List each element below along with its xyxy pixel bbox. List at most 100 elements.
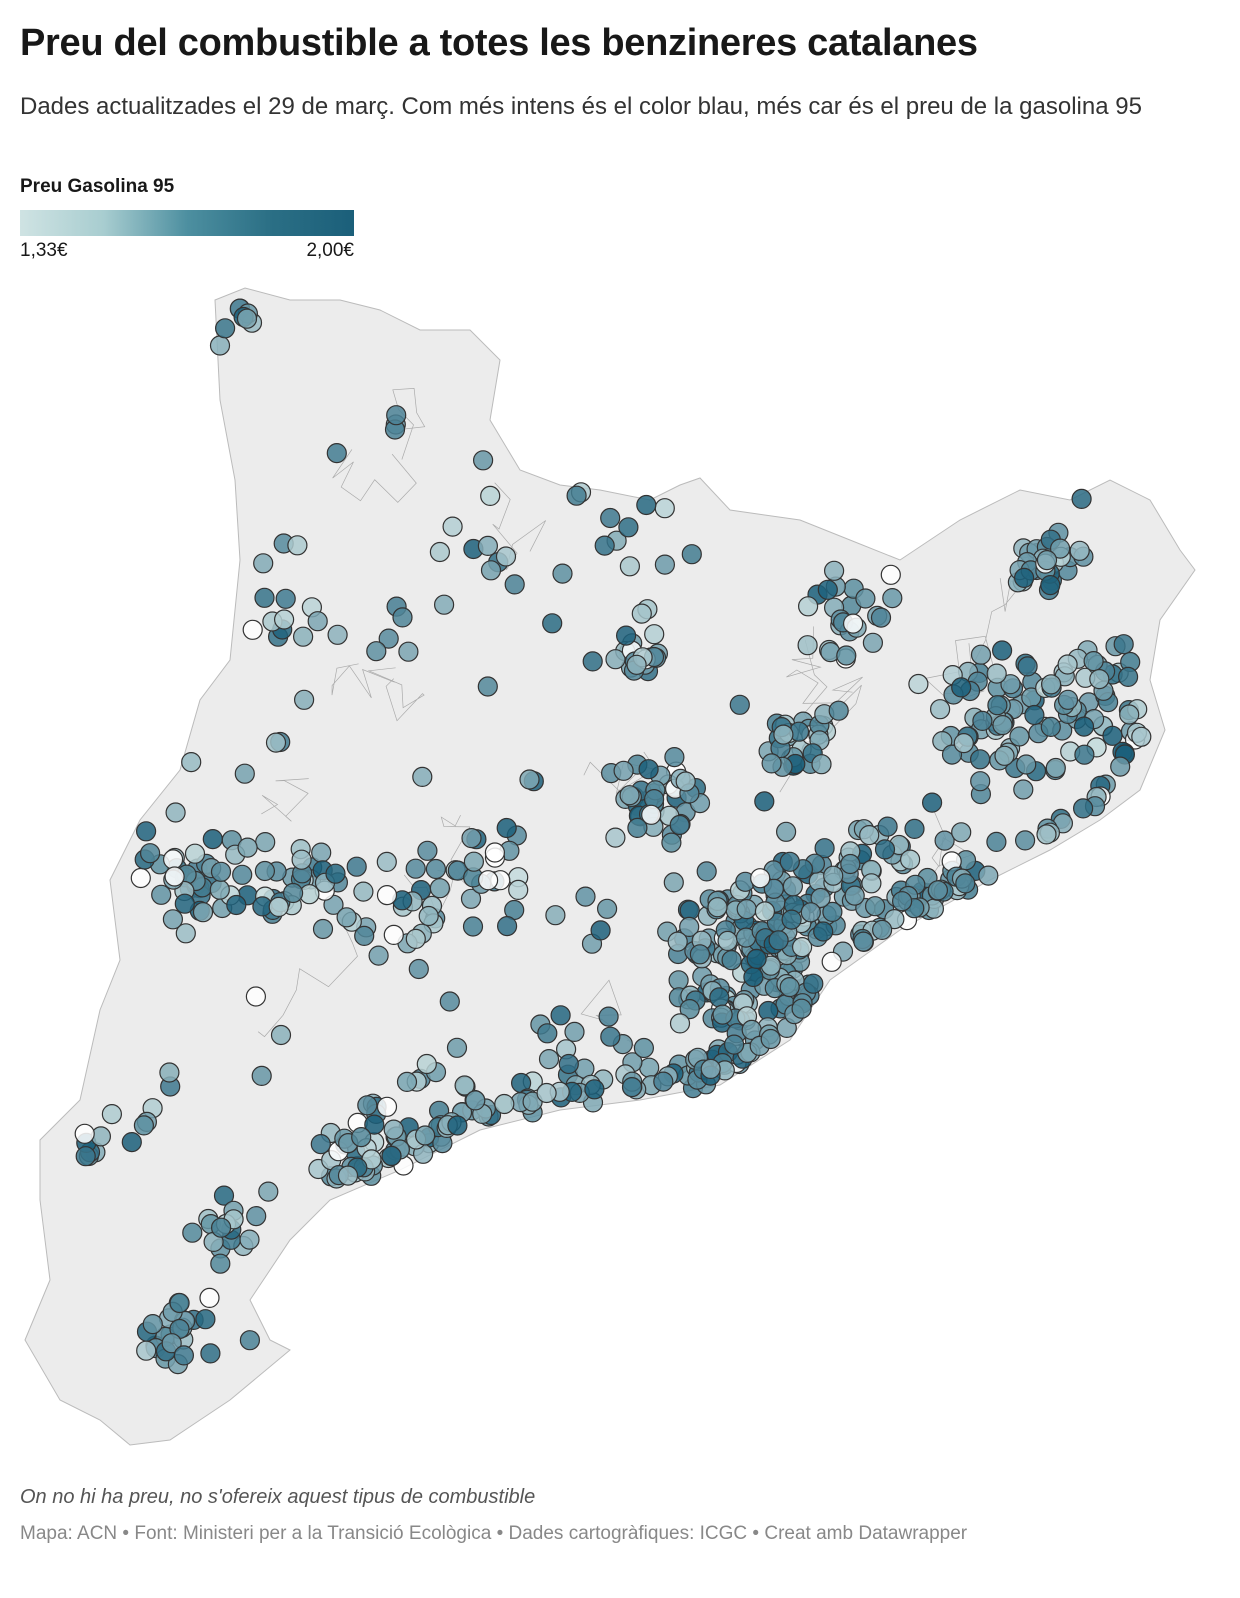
station-marker[interactable] xyxy=(955,873,976,894)
station-marker[interactable] xyxy=(760,1028,781,1050)
station-marker[interactable] xyxy=(626,654,647,675)
station-marker[interactable] xyxy=(822,901,843,923)
station-marker[interactable] xyxy=(987,695,1008,716)
station-marker[interactable] xyxy=(415,1125,436,1146)
station-marker[interactable] xyxy=(417,840,438,861)
station-marker[interactable] xyxy=(477,535,498,557)
station-marker[interactable] xyxy=(696,861,717,882)
station-marker[interactable] xyxy=(582,651,603,672)
station-marker[interactable] xyxy=(768,930,789,951)
station-marker[interactable] xyxy=(274,609,295,630)
station-marker[interactable] xyxy=(136,821,157,842)
station-marker[interactable] xyxy=(679,998,700,1020)
station-marker[interactable] xyxy=(855,588,876,609)
station-marker[interactable] xyxy=(163,849,184,870)
station-marker[interactable] xyxy=(346,856,367,877)
station-marker[interactable] xyxy=(782,876,804,897)
station-marker[interactable] xyxy=(364,1114,385,1135)
station-marker[interactable] xyxy=(368,945,389,966)
station-marker[interactable] xyxy=(376,851,397,873)
station-marker[interactable] xyxy=(639,1057,660,1078)
station-marker[interactable] xyxy=(763,878,784,899)
station-marker[interactable] xyxy=(972,710,993,732)
station-marker[interactable] xyxy=(927,880,949,901)
station-marker[interactable] xyxy=(239,1229,260,1250)
station-marker[interactable] xyxy=(254,587,275,608)
station-marker[interactable] xyxy=(1013,567,1035,589)
station-marker[interactable] xyxy=(844,885,865,906)
station-marker[interactable] xyxy=(840,853,861,875)
station-marker[interactable] xyxy=(1113,634,1134,655)
station-marker[interactable] xyxy=(717,930,738,952)
station-marker[interactable] xyxy=(210,1253,231,1274)
station-marker[interactable] xyxy=(439,991,460,1012)
station-marker[interactable] xyxy=(121,1131,142,1153)
station-marker[interactable] xyxy=(442,516,463,537)
station-marker[interactable] xyxy=(480,485,501,506)
station-marker[interactable] xyxy=(590,920,611,941)
station-marker[interactable] xyxy=(669,814,690,836)
station-marker[interactable] xyxy=(383,924,404,946)
station-marker[interactable] xyxy=(1040,716,1061,738)
station-marker[interactable] xyxy=(310,1133,331,1155)
station-marker[interactable] xyxy=(378,628,399,649)
station-marker[interactable] xyxy=(1057,689,1079,710)
station-marker[interactable] xyxy=(970,644,992,665)
station-marker[interactable] xyxy=(791,936,813,958)
station-marker[interactable] xyxy=(311,842,332,863)
station-marker[interactable] xyxy=(874,839,896,860)
station-marker[interactable] xyxy=(689,944,711,965)
station-marker[interactable] xyxy=(254,860,275,882)
station-marker[interactable] xyxy=(74,1123,95,1144)
station-marker[interactable] xyxy=(294,689,315,710)
station-marker[interactable] xyxy=(600,1026,621,1047)
station-marker[interactable] xyxy=(638,759,659,780)
station-marker[interactable] xyxy=(882,587,903,609)
station-marker[interactable] xyxy=(236,308,258,329)
station-marker[interactable] xyxy=(929,699,951,720)
station-marker[interactable] xyxy=(478,870,499,891)
station-marker[interactable] xyxy=(75,1146,96,1167)
station-marker[interactable] xyxy=(494,1093,515,1115)
station-marker[interactable] xyxy=(376,884,398,906)
station-marker[interactable] xyxy=(880,564,901,585)
station-marker[interactable] xyxy=(327,624,348,645)
station-marker[interactable] xyxy=(136,1340,157,1361)
station-marker[interactable] xyxy=(537,1023,558,1044)
station-marker[interactable] xyxy=(497,915,518,937)
station-marker[interactable] xyxy=(813,921,834,942)
station-marker[interactable] xyxy=(621,1076,643,1098)
station-marker[interactable] xyxy=(418,905,439,927)
station-marker[interactable] xyxy=(729,694,750,715)
station-marker[interactable] xyxy=(386,405,407,426)
station-marker[interactable] xyxy=(454,1075,475,1096)
station-marker[interactable] xyxy=(446,1037,468,1058)
station-marker[interactable] xyxy=(1016,754,1037,775)
station-marker[interactable] xyxy=(877,816,898,837)
station-marker[interactable] xyxy=(181,751,202,773)
station-marker[interactable] xyxy=(416,1053,437,1075)
station-marker[interactable] xyxy=(175,923,196,944)
station-marker[interactable] xyxy=(169,1292,190,1314)
station-marker[interactable] xyxy=(1017,656,1038,677)
station-marker[interactable] xyxy=(1009,726,1030,747)
station-marker[interactable] xyxy=(800,902,821,923)
station-marker[interactable] xyxy=(519,769,540,790)
station-marker[interactable] xyxy=(986,663,1007,684)
station-marker[interactable] xyxy=(871,919,893,941)
station-marker[interactable] xyxy=(200,1343,221,1364)
station-marker[interactable] xyxy=(1036,549,1058,571)
station-marker[interactable] xyxy=(159,1062,180,1083)
station-marker[interactable] xyxy=(268,896,289,918)
station-marker[interactable] xyxy=(584,1079,605,1100)
station-marker[interactable] xyxy=(209,879,230,900)
station-marker[interactable] xyxy=(613,760,634,781)
station-marker[interactable] xyxy=(654,498,675,519)
station-marker[interactable] xyxy=(1036,824,1057,845)
station-marker[interactable] xyxy=(326,443,347,464)
station-marker[interactable] xyxy=(162,909,183,930)
station-marker[interactable] xyxy=(1110,756,1131,777)
station-marker[interactable] xyxy=(750,868,771,889)
station-marker[interactable] xyxy=(151,884,172,905)
station-marker[interactable] xyxy=(615,625,637,646)
